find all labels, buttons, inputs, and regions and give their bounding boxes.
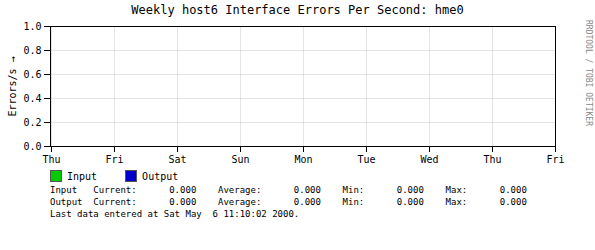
html-text:Input: Input bbox=[67, 170, 98, 182]
svg-text:Sun: Sun bbox=[231, 154, 249, 165]
svg-text:Sat: Sat bbox=[168, 154, 186, 165]
svg-text:Errors/s →: Errors/s → bbox=[7, 56, 18, 116]
svg-text:0.6: 0.6 bbox=[23, 69, 41, 80]
html-text:Input Current: 0.000 Average:: Input Current: 0.000 Average: 0.000 Min:… bbox=[50, 185, 527, 195]
svg-text:Wed: Wed bbox=[420, 154, 438, 165]
svg-text:0.8: 0.8 bbox=[23, 45, 41, 56]
svg-text:Mon: Mon bbox=[294, 154, 312, 165]
html-text:Output Current: 0.000 Average:: Output Current: 0.000 Average: 0.000 Min… bbox=[50, 197, 527, 207]
svg-text:Fri: Fri bbox=[546, 154, 564, 165]
svg-text:Tue: Tue bbox=[357, 154, 375, 165]
html-text:Weekly host6 Interface Errors: Weekly host6 Interface Errors Per Second… bbox=[131, 3, 464, 17]
svg-text:0.4: 0.4 bbox=[23, 93, 41, 104]
svg-text:1.0: 1.0 bbox=[23, 21, 41, 32]
svg-text:0.2: 0.2 bbox=[23, 117, 41, 128]
svg-text:Thu: Thu bbox=[483, 154, 501, 165]
svg-text:0.0: 0.0 bbox=[23, 141, 41, 152]
svg-text:Fri: Fri bbox=[105, 154, 123, 165]
svg-text:Thu: Thu bbox=[42, 154, 60, 165]
html-text:Output: Output bbox=[142, 170, 179, 182]
html-text:RRDTOOL / TOBI OETIKER: RRDTOOL / TOBI OETIKER bbox=[584, 20, 593, 126]
html-text:Last data entered at Sat May 6: Last data entered at Sat May 6 11:10:02 … bbox=[50, 209, 300, 219]
